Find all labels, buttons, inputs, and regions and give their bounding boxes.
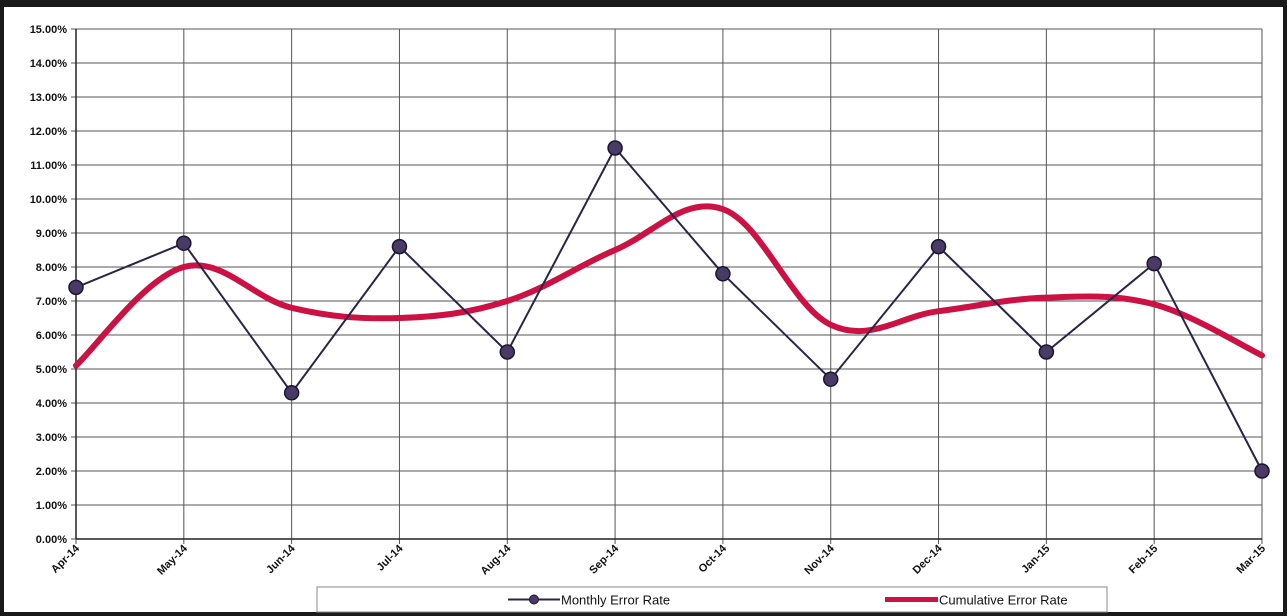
y-tick-label: 13.00% <box>30 92 68 104</box>
y-tick-label: 15.00% <box>30 24 68 36</box>
legend-marker-monthly-error-rate <box>529 594 539 605</box>
monthly-error-rate-point <box>391 238 408 255</box>
y-axis-ticks: 0.00% 1.00% 2.00% 3.00% 4.00% 5.00% 6.00% 7.00%… <box>30 24 68 546</box>
axes <box>75 29 1262 540</box>
monthly-error-rate-point <box>68 279 84 296</box>
monthly-error-rate-point <box>715 266 731 282</box>
y-tick-label: 12.00% <box>30 126 68 138</box>
y-tick-label: 10.00% <box>30 194 68 206</box>
x-tick-label: Jun-14 <box>264 542 298 576</box>
x-tick-label: Sep-14 <box>587 542 622 577</box>
monthly-error-rate-point <box>1038 344 1055 360</box>
legend-box <box>316 586 1108 613</box>
y-tick-label: 0.00% <box>36 534 67 546</box>
monthly-error-rate-point <box>176 235 192 251</box>
x-axis-ticks: Apr-14 May-14 Jun-14 Jul-14 Aug-14 Sep-14 Oct-… <box>49 542 1268 577</box>
y-tick-label: 4.00% <box>36 398 67 410</box>
y-tick-label: 11.00% <box>30 160 67 172</box>
x-tick-label: Apr-14 <box>49 542 83 576</box>
monthly-error-rate-point <box>930 238 947 255</box>
monthly-error-rate-point <box>822 371 839 387</box>
x-tick-label: Aug-14 <box>479 542 514 577</box>
legend: Monthly Error Rate Cumulative Error Rate <box>316 586 1108 613</box>
y-tick-label: 1.00% <box>36 500 67 512</box>
y-tick-label: 3.00% <box>36 432 67 444</box>
monthly-error-rate-point <box>1254 463 1270 479</box>
x-tick-label: Mar-15 <box>1235 543 1269 577</box>
monthly-error-rate-point <box>283 385 300 401</box>
x-tick-label: Jan-15 <box>1019 543 1052 576</box>
legend-label-monthly-error-rate: Monthly Error Rate <box>561 593 670 608</box>
y-tick-label: 5.00% <box>36 364 67 376</box>
monthly-error-rate-point <box>499 344 516 360</box>
y-tick-label: 14.00% <box>30 58 68 70</box>
x-tick-label: Nov-14 <box>802 542 837 577</box>
y-tick-label: 6.00% <box>36 330 67 342</box>
y-tick-label: 9.00% <box>36 228 67 240</box>
monthly-error-rate-point <box>1146 255 1162 272</box>
y-tick-label: 2.00% <box>36 466 67 478</box>
x-tick-label: Oct-14 <box>696 542 729 575</box>
monthly-error-rate-point <box>607 140 623 156</box>
y-tick-label: 7.00% <box>36 296 67 308</box>
x-tick-label: Dec-14 <box>911 542 946 577</box>
x-tick-label: Jul-14 <box>375 542 407 574</box>
x-tick-label: May-14 <box>155 542 190 577</box>
legend-label-cumulative-error-rate: Cumulative Error Rate <box>939 593 1068 608</box>
y-tick-label: 8.00% <box>36 262 67 274</box>
x-tick-label: Feb-15 <box>1127 543 1161 577</box>
series-layer <box>68 140 1270 479</box>
monthly-error-rate-line <box>75 146 1263 472</box>
